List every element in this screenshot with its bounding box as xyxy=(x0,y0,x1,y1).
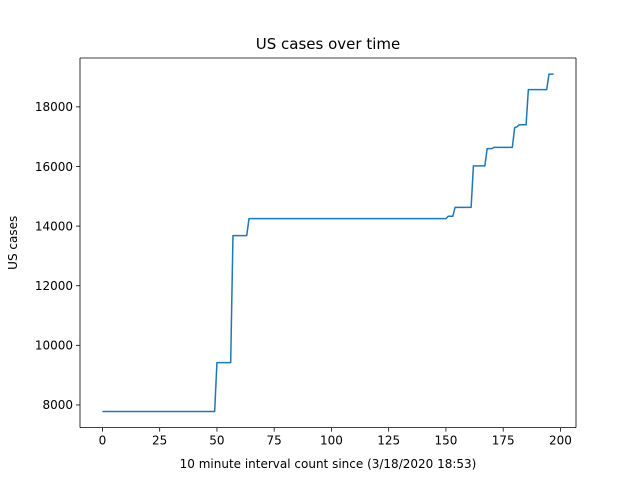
x-tick-label: 200 xyxy=(549,434,572,448)
x-axis-label: 10 minute interval count since (3/18/202… xyxy=(180,457,477,471)
y-tick-label: 8000 xyxy=(42,398,73,412)
y-axis-ticks: 8000 10000 12000 14000 16000 18000 xyxy=(35,100,80,412)
x-tick-label: 0 xyxy=(99,434,107,448)
y-tick-label: 10000 xyxy=(35,339,73,353)
x-tick-label: 175 xyxy=(492,434,515,448)
y-tick-label: 12000 xyxy=(35,279,73,293)
y-tick-label: 14000 xyxy=(35,219,73,233)
axes-frame xyxy=(79,57,577,429)
x-tick-label: 125 xyxy=(377,434,400,448)
x-tick-label: 100 xyxy=(320,434,343,448)
x-tick-label: 25 xyxy=(152,434,167,448)
series-line xyxy=(102,73,554,413)
y-tick-label: 18000 xyxy=(35,100,73,114)
plot-area xyxy=(80,58,576,428)
x-tick-label: 50 xyxy=(209,434,224,448)
y-tick-label: 16000 xyxy=(35,160,73,174)
x-axis-ticks: 0 25 50 75 100 125 150 175 200 xyxy=(99,427,572,448)
chart-title: US cases over time xyxy=(256,35,400,53)
y-axis-label: US cases xyxy=(6,216,20,270)
x-tick-label: 150 xyxy=(434,434,457,448)
x-tick-label: 75 xyxy=(267,434,282,448)
